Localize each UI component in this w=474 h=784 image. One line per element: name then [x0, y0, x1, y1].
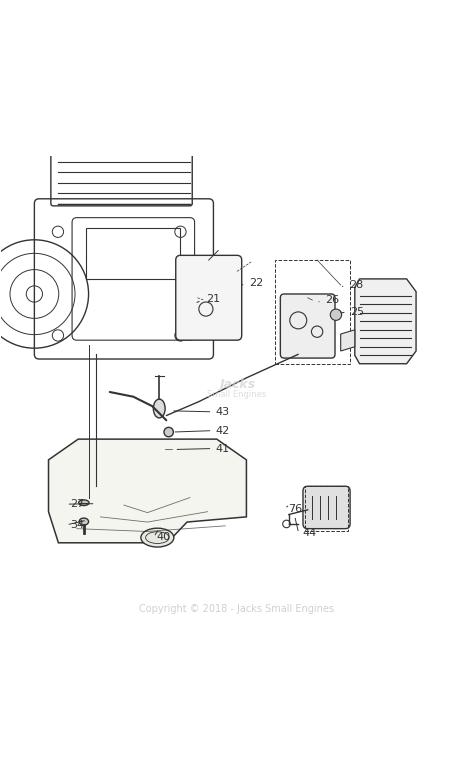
FancyBboxPatch shape [176, 256, 242, 340]
Ellipse shape [162, 444, 175, 453]
FancyBboxPatch shape [280, 294, 335, 358]
Bar [86, 228, 181, 279]
Text: Small Engines: Small Engines [207, 390, 266, 399]
Ellipse shape [141, 528, 174, 547]
FancyBboxPatch shape [303, 486, 350, 528]
Text: 44: 44 [302, 528, 316, 539]
Text: 28: 28 [349, 280, 364, 289]
Text: 43: 43 [216, 407, 230, 417]
Text: 76: 76 [288, 504, 302, 514]
Text: 27: 27 [70, 499, 84, 509]
Text: 26: 26 [326, 295, 340, 305]
Bar [305, 486, 348, 531]
Text: 22: 22 [249, 278, 263, 288]
Ellipse shape [154, 399, 165, 418]
Text: 21: 21 [206, 294, 220, 303]
Polygon shape [48, 439, 246, 543]
Text: 40: 40 [157, 532, 171, 543]
Text: Copyright © 2018 - Jacks Small Engines: Copyright © 2018 - Jacks Small Engines [139, 604, 335, 614]
Circle shape [164, 427, 173, 437]
Text: 25: 25 [350, 307, 364, 317]
Polygon shape [341, 330, 355, 351]
Ellipse shape [79, 500, 89, 506]
Ellipse shape [79, 518, 89, 525]
Circle shape [330, 309, 342, 321]
Text: 42: 42 [216, 426, 230, 436]
Text: 41: 41 [216, 444, 230, 454]
Text: Jacks: Jacks [219, 379, 255, 391]
Polygon shape [355, 279, 416, 364]
Text: 34: 34 [70, 520, 84, 530]
